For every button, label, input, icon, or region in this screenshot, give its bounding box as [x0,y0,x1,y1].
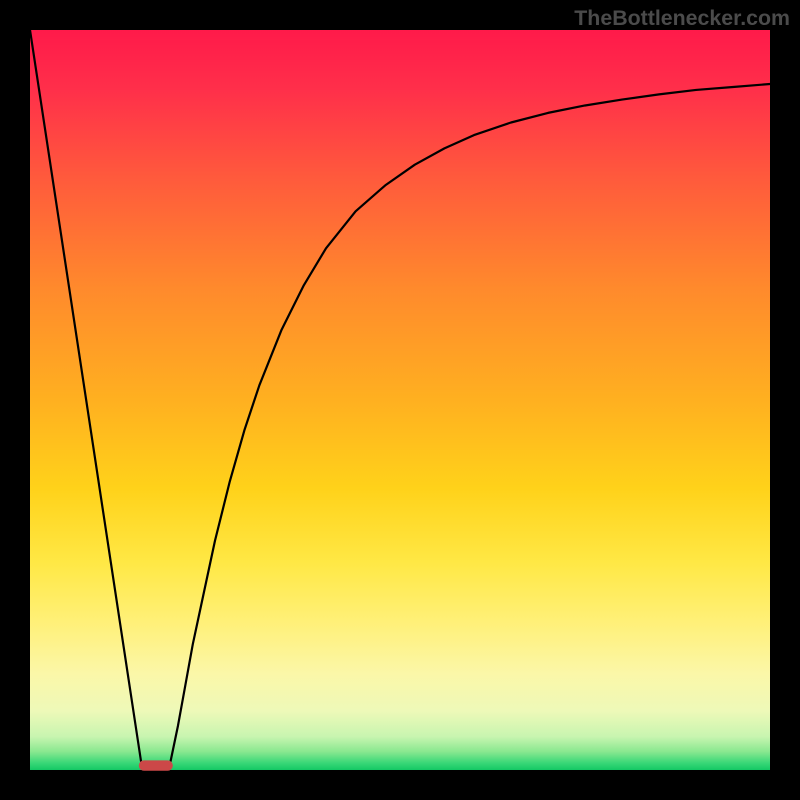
bottom-marker [139,760,173,770]
bottleneck-chart: TheBottlenecker.com [0,0,800,800]
attribution-text: TheBottlenecker.com [574,6,790,31]
chart-svg [0,0,800,800]
plot-gradient-background [30,30,770,770]
